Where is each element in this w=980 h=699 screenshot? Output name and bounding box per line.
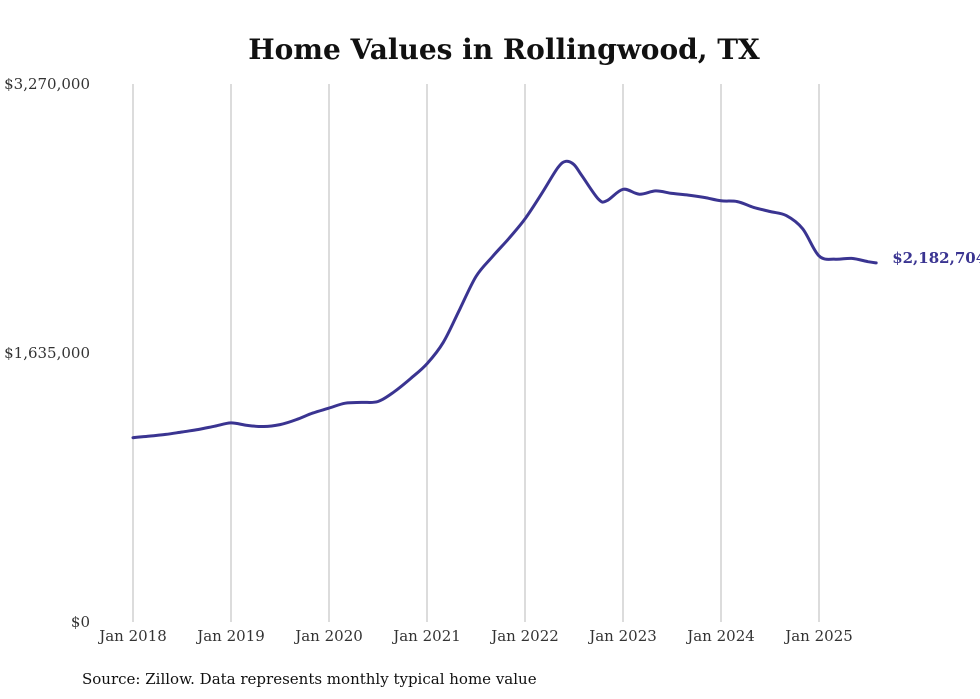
x-tick-label: Jan 2020 (293, 627, 363, 645)
x-tick-label: Jan 2022 (489, 627, 559, 645)
x-tick-label: Jan 2024 (685, 627, 755, 645)
x-tick-label: Jan 2018 (97, 627, 167, 645)
chart-title: Home Values in Rollingwood, TX (248, 33, 760, 66)
grid-lines (132, 84, 820, 622)
x-tick-label: Jan 2019 (195, 627, 265, 645)
y-tick-label: $3,270,000 (4, 75, 90, 93)
x-tick-label: Jan 2025 (783, 627, 853, 645)
home-value-line (131, 159, 878, 440)
x-tick-label: Jan 2021 (391, 627, 461, 645)
y-tick-label: $0 (71, 613, 90, 631)
x-tick-label: Jan 2023 (587, 627, 657, 645)
end-value-label: $2,182,704 (892, 249, 980, 267)
y-tick-label: $1,635,000 (4, 344, 90, 362)
x-axis-ticks: Jan 2018 Jan 2019 Jan 2020 Jan 2021 Jan 2022… (97, 627, 853, 645)
y-axis-ticks: $0 $1,635,000 $3,270,000 (4, 75, 90, 631)
source-note: Source: Zillow. Data represents monthly … (82, 670, 537, 688)
